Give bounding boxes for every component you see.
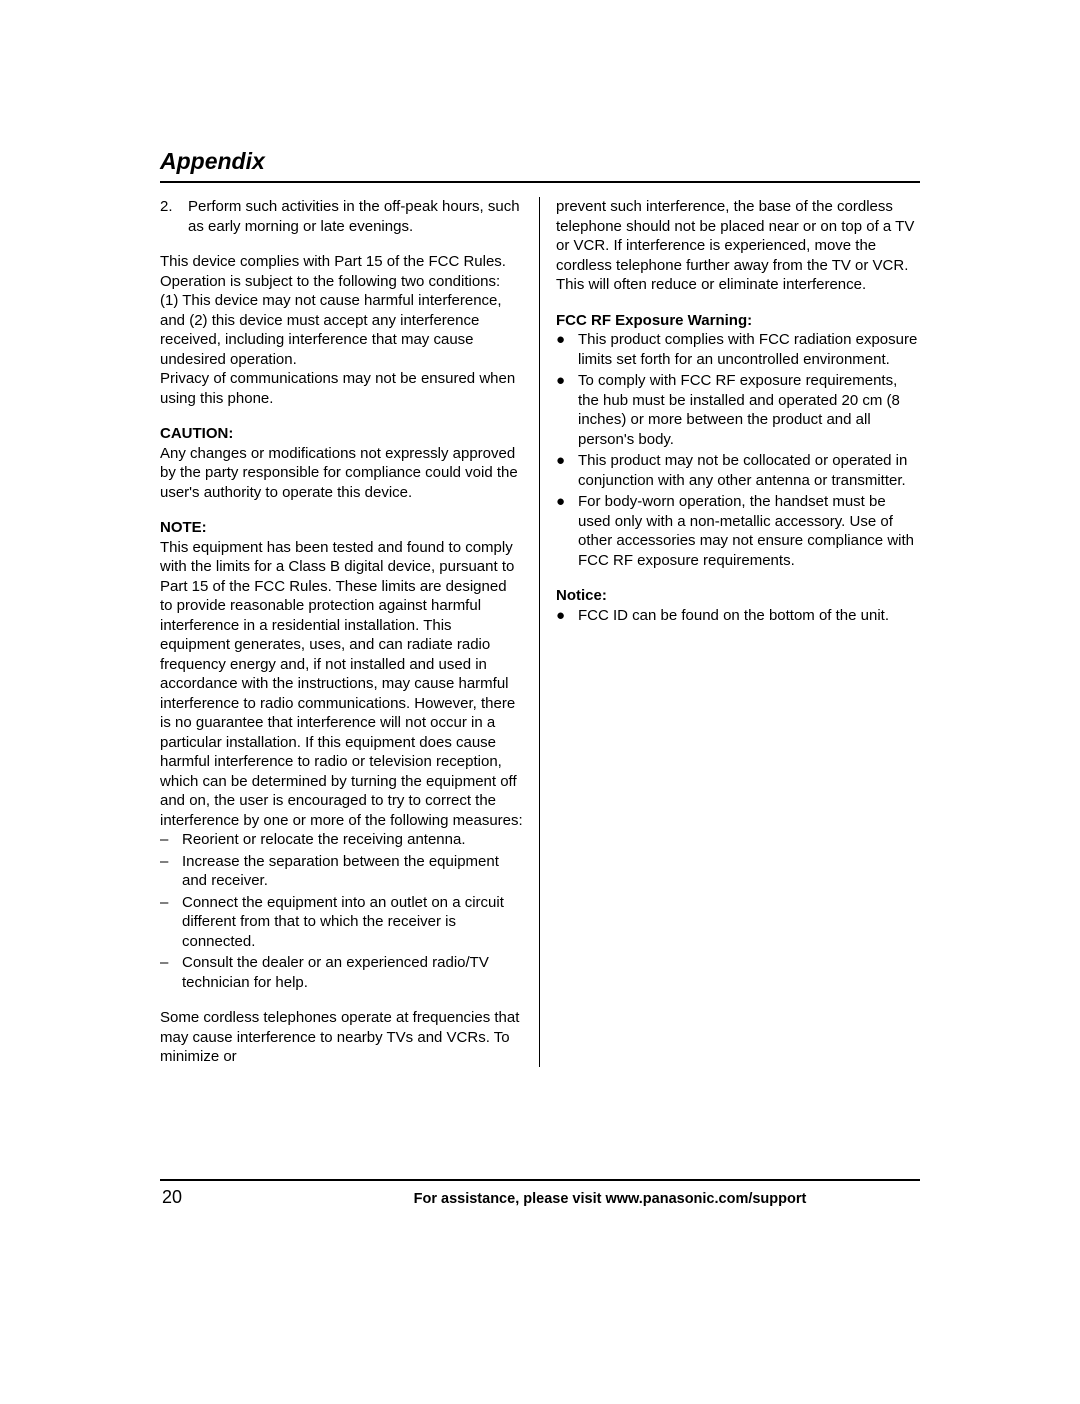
bullet-icon: ●: [556, 371, 578, 449]
bullet-icon: ●: [556, 451, 578, 490]
list-item: –Reorient or relocate the receiving ante…: [160, 830, 523, 850]
measures-list: –Reorient or relocate the receiving ante…: [160, 830, 523, 992]
caution-label: CAUTION:: [160, 425, 233, 442]
item-number: 2.: [160, 197, 188, 236]
note-label: NOTE:: [160, 519, 207, 536]
right-column: prevent such interference, the base of t…: [540, 197, 920, 1067]
list-item: –Connect the equipment into an outlet on…: [160, 893, 523, 952]
notice-label: Notice:: [556, 586, 920, 606]
cordless-para: Some cordless telephones operate at freq…: [160, 1008, 523, 1067]
bottom-rule: [160, 1179, 920, 1181]
list-item: –Consult the dealer or an experienced ra…: [160, 953, 523, 992]
notice-list: ●FCC ID can be found on the bottom of th…: [556, 606, 920, 626]
bullet-icon: ●: [556, 492, 578, 570]
fcc-rf-label: FCC RF Exposure Warning:: [556, 311, 920, 331]
note-block: NOTE: This equipment has been tested and…: [160, 518, 523, 830]
list-item: 2. Perform such activities in the off-pe…: [160, 197, 523, 236]
item-text: Reorient or relocate the receiving anten…: [182, 830, 466, 850]
item-text: To comply with FCC RF exposure requireme…: [578, 371, 920, 449]
dash-icon: –: [160, 953, 182, 992]
item-text: Increase the separation between the equi…: [182, 852, 523, 891]
item-text: This product complies with FCC radiation…: [578, 330, 920, 369]
list-item: ●To comply with FCC RF exposure requirem…: [556, 371, 920, 449]
list-item: ●For body-worn operation, the handset mu…: [556, 492, 920, 570]
columns: 2. Perform such activities in the off-pe…: [160, 197, 920, 1067]
compliance-para-2: (1) This device may not cause harmful in…: [160, 291, 523, 369]
caution-text: Any changes or modifications not express…: [160, 445, 518, 501]
list-item: –Increase the separation between the equ…: [160, 852, 523, 891]
compliance-para-3: Privacy of communications may not be ens…: [160, 369, 523, 408]
item-text: FCC ID can be found on the bottom of the…: [578, 606, 889, 626]
footer: 20 For assistance, please visit www.pana…: [160, 1179, 920, 1208]
top-rule: [160, 181, 920, 183]
support-text: For assistance, please visit www.panason…: [300, 1191, 920, 1207]
item-text: Perform such activities in the off-peak …: [188, 197, 523, 236]
item-text: Connect the equipment into an outlet on …: [182, 893, 523, 952]
bullet-icon: ●: [556, 330, 578, 369]
item-text: This product may not be collocated or op…: [578, 451, 920, 490]
caution-block: CAUTION: Any changes or modifications no…: [160, 424, 523, 502]
dash-icon: –: [160, 893, 182, 952]
footer-row: 20 For assistance, please visit www.pana…: [160, 1187, 920, 1208]
dash-icon: –: [160, 852, 182, 891]
compliance-para-1: This device complies with Part 15 of the…: [160, 252, 523, 291]
list-item: ●FCC ID can be found on the bottom of th…: [556, 606, 920, 626]
list-item: ●This product may not be collocated or o…: [556, 451, 920, 490]
note-text: This equipment has been tested and found…: [160, 539, 523, 829]
left-column: 2. Perform such activities in the off-pe…: [160, 197, 540, 1067]
page-number: 20: [160, 1187, 300, 1208]
page-title: Appendix: [160, 148, 920, 175]
continuation-para: prevent such interference, the base of t…: [556, 197, 920, 295]
fcc-rf-list: ●This product complies with FCC radiatio…: [556, 330, 920, 570]
dash-icon: –: [160, 830, 182, 850]
list-item: ●This product complies with FCC radiatio…: [556, 330, 920, 369]
numbered-list: 2. Perform such activities in the off-pe…: [160, 197, 523, 236]
item-text: Consult the dealer or an experienced rad…: [182, 953, 523, 992]
bullet-icon: ●: [556, 606, 578, 626]
page: Appendix 2. Perform such activities in t…: [0, 0, 1080, 1404]
item-text: For body-worn operation, the handset mus…: [578, 492, 920, 570]
